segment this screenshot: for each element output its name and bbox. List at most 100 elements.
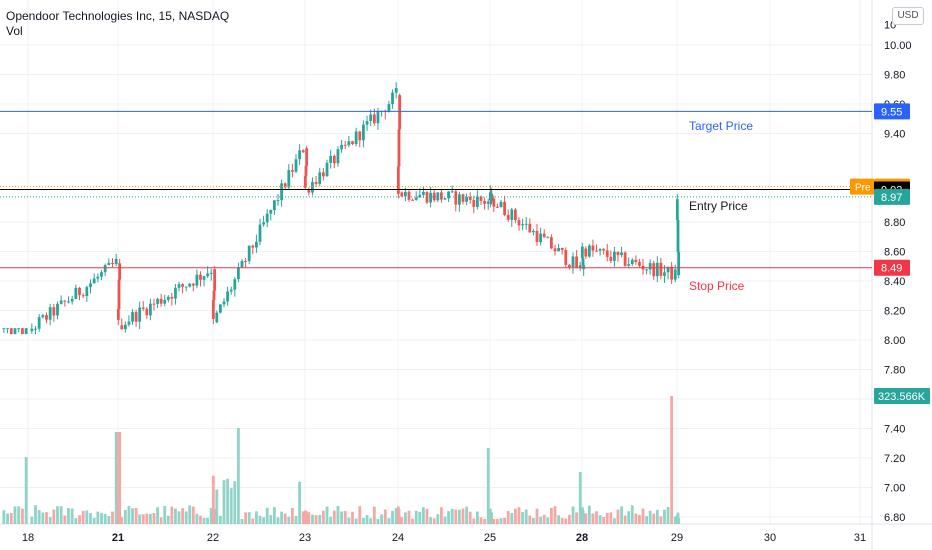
candle[interactable] xyxy=(396,160,400,199)
candle[interactable] xyxy=(325,159,329,177)
candle[interactable] xyxy=(557,244,560,252)
candle[interactable] xyxy=(641,258,645,275)
candle[interactable] xyxy=(652,260,656,280)
candle[interactable] xyxy=(623,251,627,268)
candle[interactable] xyxy=(634,255,638,266)
candle[interactable] xyxy=(587,243,591,258)
candle[interactable] xyxy=(120,318,124,330)
candle[interactable] xyxy=(166,295,170,303)
candle[interactable] xyxy=(458,191,461,212)
candle[interactable] xyxy=(283,182,287,190)
candle[interactable] xyxy=(532,228,535,236)
candle[interactable] xyxy=(503,195,506,217)
candle[interactable] xyxy=(305,145,309,170)
candle[interactable] xyxy=(17,328,21,333)
candle[interactable] xyxy=(229,286,233,295)
candle[interactable] xyxy=(118,258,122,284)
candle[interactable] xyxy=(546,236,550,239)
candle[interactable] xyxy=(59,295,63,305)
candle[interactable] xyxy=(454,189,458,212)
candle[interactable] xyxy=(535,223,539,246)
candle[interactable] xyxy=(222,298,226,308)
candle[interactable] xyxy=(575,250,578,269)
candle[interactable] xyxy=(37,314,41,332)
candle[interactable] xyxy=(411,198,414,201)
candle[interactable] xyxy=(149,298,152,321)
candle[interactable] xyxy=(156,297,159,309)
candle[interactable] xyxy=(465,193,468,206)
candle[interactable] xyxy=(48,303,52,326)
candle[interactable] xyxy=(303,169,307,190)
candle[interactable] xyxy=(45,312,48,324)
candle[interactable] xyxy=(258,218,262,246)
candle[interactable] xyxy=(602,248,606,255)
candle[interactable] xyxy=(114,253,118,267)
candle[interactable] xyxy=(307,187,311,196)
candle[interactable] xyxy=(425,190,429,204)
candle[interactable] xyxy=(447,190,450,203)
candle[interactable] xyxy=(287,164,291,190)
candle[interactable] xyxy=(237,262,240,283)
candle[interactable] xyxy=(440,189,443,203)
candle[interactable] xyxy=(407,189,411,202)
candle[interactable] xyxy=(100,270,103,281)
candle[interactable] xyxy=(365,115,369,131)
candle[interactable] xyxy=(492,195,496,213)
candle[interactable] xyxy=(343,140,347,149)
candle[interactable] xyxy=(6,328,9,334)
candle[interactable] xyxy=(96,273,100,283)
candle[interactable] xyxy=(443,197,447,200)
candle[interactable] xyxy=(362,120,365,148)
candle[interactable] xyxy=(24,328,28,335)
candle[interactable] xyxy=(74,284,78,300)
candle[interactable] xyxy=(209,268,213,281)
candle[interactable] xyxy=(233,276,237,297)
candle[interactable] xyxy=(329,149,333,169)
candle[interactable] xyxy=(358,130,362,148)
candle[interactable] xyxy=(213,266,217,293)
candle[interactable] xyxy=(240,258,244,268)
candle[interactable] xyxy=(181,283,184,294)
candle[interactable] xyxy=(67,296,70,304)
candle[interactable] xyxy=(251,244,255,255)
candle[interactable] xyxy=(159,293,163,307)
candle[interactable] xyxy=(369,109,373,126)
candle[interactable] xyxy=(645,268,648,275)
candle[interactable] xyxy=(92,273,96,284)
candle[interactable] xyxy=(432,189,436,202)
candle[interactable] xyxy=(184,286,188,292)
candle[interactable] xyxy=(542,229,546,238)
candle[interactable] xyxy=(578,261,582,271)
candle[interactable] xyxy=(70,296,74,305)
candle[interactable] xyxy=(391,89,394,109)
candle[interactable] xyxy=(294,154,298,174)
candle[interactable] xyxy=(560,247,564,255)
candle[interactable] xyxy=(387,100,391,113)
candle[interactable] xyxy=(584,246,588,259)
candle[interactable] xyxy=(553,244,557,256)
candle[interactable] xyxy=(332,154,336,169)
candle[interactable] xyxy=(568,263,571,270)
candle[interactable] xyxy=(486,198,490,210)
candle[interactable] xyxy=(488,185,492,208)
candle[interactable] xyxy=(195,269,199,289)
candle[interactable] xyxy=(638,258,641,268)
candle[interactable] xyxy=(226,286,229,306)
candle[interactable] xyxy=(34,326,37,335)
candle[interactable] xyxy=(436,192,440,203)
candle[interactable] xyxy=(539,227,542,246)
candle[interactable] xyxy=(2,328,6,333)
candle[interactable] xyxy=(524,216,528,230)
candle[interactable] xyxy=(609,250,613,263)
candle[interactable] xyxy=(269,209,273,221)
candle[interactable] xyxy=(354,127,358,147)
candle[interactable] xyxy=(291,163,294,178)
candle[interactable] xyxy=(655,256,659,283)
candle[interactable] xyxy=(321,168,325,181)
candle[interactable] xyxy=(598,248,602,256)
candle[interactable] xyxy=(483,197,486,210)
candle[interactable] xyxy=(414,191,418,201)
candle[interactable] xyxy=(517,217,521,231)
candle[interactable] xyxy=(429,186,432,208)
